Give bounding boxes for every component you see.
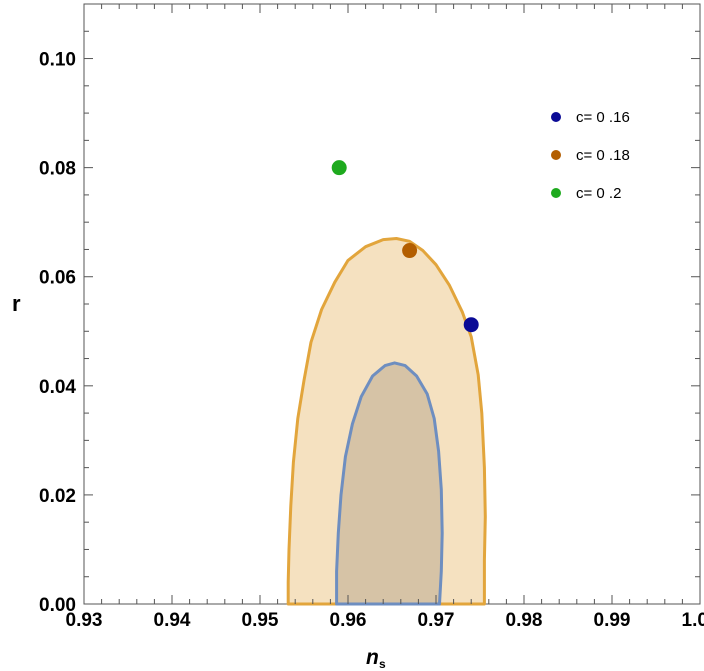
legend-label: c= 0 .18: [576, 147, 630, 164]
y-tick-label: 0.02: [39, 486, 76, 507]
x-tick-label: 0.99: [594, 610, 631, 631]
x-tick-label: 0.97: [418, 610, 455, 631]
x-tick-label: 0.95: [242, 610, 279, 631]
legend-label: c= 0 .2: [576, 185, 621, 202]
legend-marker: [551, 112, 561, 122]
x-axis-label: n: [366, 646, 379, 669]
legend-marker: [551, 188, 561, 198]
legend: c= 0 .16 c= 0 .18 c= 0 .2: [551, 109, 630, 202]
x-tick-label: 0.98: [506, 610, 543, 631]
x-axis-label-subscript: s: [379, 657, 386, 671]
x-tick-label: 0.93: [66, 610, 103, 631]
x-tick-label: 0.94: [154, 610, 191, 631]
y-tick-label: 0.00: [39, 595, 76, 616]
confidence-contours: [286, 237, 487, 606]
data-points: [331, 160, 479, 333]
legend-marker: [551, 150, 561, 160]
y-axis-label: r: [12, 291, 21, 316]
axis-ticks: 0.93 0.94 0.95 0.96 0.97 0.98 0.99 1.00 0.00 0.02…: [39, 3, 704, 631]
data-point: [402, 243, 418, 259]
x-tick-label: 0.96: [330, 610, 367, 631]
y-tick-label: 0.08: [39, 159, 76, 180]
x-tick-label: 1.00: [682, 610, 704, 631]
data-point: [463, 317, 479, 333]
y-tick-label: 0.06: [39, 268, 76, 289]
y-tick-label: 0.10: [39, 50, 76, 71]
y-tick-label: 0.04: [39, 377, 76, 398]
legend-label: c= 0 .16: [576, 109, 630, 126]
contour-inner: [335, 361, 444, 606]
data-point: [331, 160, 347, 176]
